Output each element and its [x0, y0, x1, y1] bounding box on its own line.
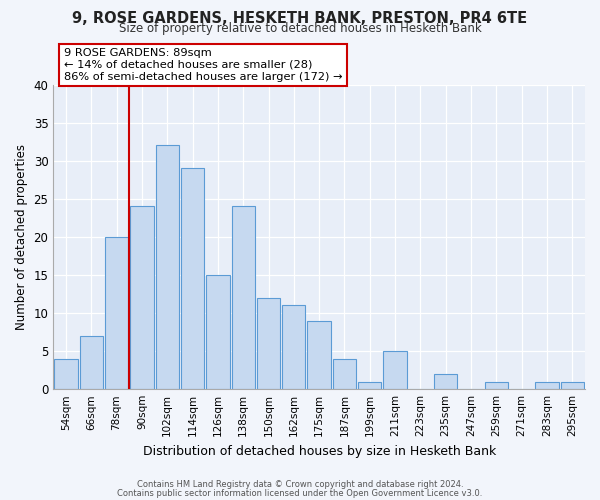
Bar [80, 336, 103, 389]
Bar [130, 206, 154, 389]
Bar [206, 275, 230, 389]
Text: Contains HM Land Registry data © Crown copyright and database right 2024.: Contains HM Land Registry data © Crown c… [137, 480, 463, 489]
Bar [560, 382, 584, 389]
Bar [105, 237, 128, 389]
Bar [282, 306, 305, 389]
Text: 9, ROSE GARDENS, HESKETH BANK, PRESTON, PR4 6TE: 9, ROSE GARDENS, HESKETH BANK, PRESTON, … [73, 11, 527, 26]
Bar [383, 351, 407, 389]
Text: 9 ROSE GARDENS: 89sqm
← 14% of detached houses are smaller (28)
86% of semi-deta: 9 ROSE GARDENS: 89sqm ← 14% of detached … [64, 48, 343, 82]
Bar [257, 298, 280, 389]
Bar [181, 168, 204, 389]
Bar [434, 374, 457, 389]
Y-axis label: Number of detached properties: Number of detached properties [15, 144, 28, 330]
Bar [333, 358, 356, 389]
Bar [358, 382, 382, 389]
Bar [485, 382, 508, 389]
X-axis label: Distribution of detached houses by size in Hesketh Bank: Distribution of detached houses by size … [143, 444, 496, 458]
Bar [55, 358, 77, 389]
Text: Contains public sector information licensed under the Open Government Licence v3: Contains public sector information licen… [118, 488, 482, 498]
Bar [535, 382, 559, 389]
Bar [307, 320, 331, 389]
Text: Size of property relative to detached houses in Hesketh Bank: Size of property relative to detached ho… [119, 22, 481, 35]
Bar [232, 206, 255, 389]
Bar [155, 146, 179, 389]
